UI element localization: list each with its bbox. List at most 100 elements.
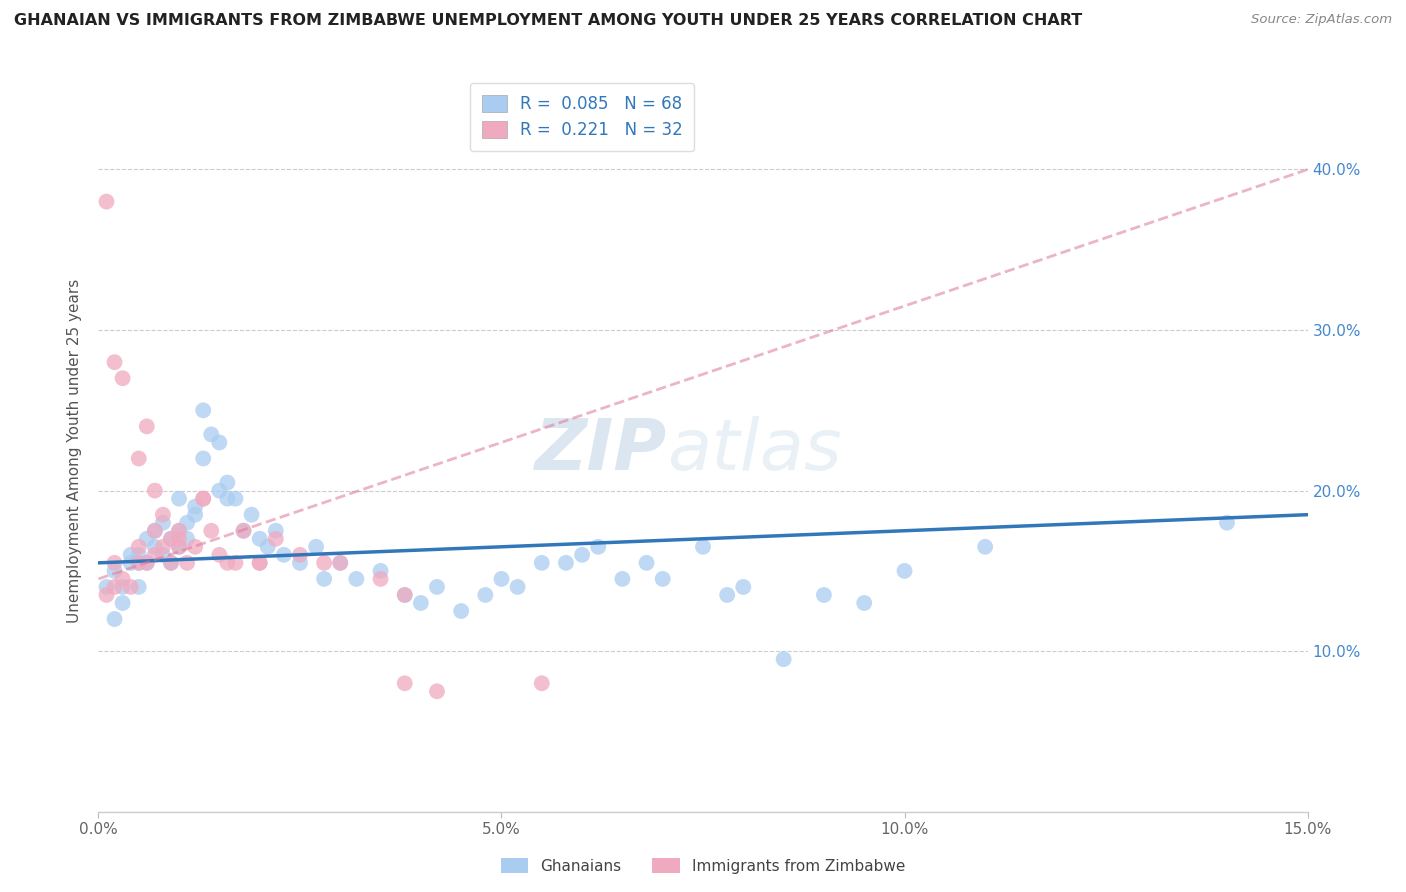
Point — [167, 524, 190, 538]
Point — [716, 588, 738, 602]
Point — [314, 556, 336, 570]
Point — [103, 355, 125, 369]
Point — [128, 548, 150, 562]
Point — [167, 491, 190, 506]
Point — [193, 403, 215, 417]
Point — [288, 548, 311, 562]
Point — [974, 540, 997, 554]
Point — [491, 572, 513, 586]
Point — [120, 548, 142, 562]
Point — [103, 564, 125, 578]
Point — [772, 652, 794, 666]
Point — [111, 596, 134, 610]
Point — [394, 588, 416, 602]
Point — [651, 572, 673, 586]
Point — [167, 524, 190, 538]
Point — [135, 532, 157, 546]
Point — [160, 556, 183, 570]
Point — [370, 564, 392, 578]
Point — [143, 524, 166, 538]
Point — [160, 532, 183, 546]
Point — [184, 500, 207, 514]
Point — [135, 556, 157, 570]
Point — [103, 556, 125, 570]
Point — [530, 676, 553, 690]
Point — [344, 572, 367, 586]
Point — [111, 371, 134, 385]
Point — [249, 556, 271, 570]
Point — [273, 548, 295, 562]
Point — [240, 508, 263, 522]
Point — [571, 548, 593, 562]
Point — [111, 572, 134, 586]
Point — [217, 475, 239, 490]
Point — [217, 491, 239, 506]
Point — [314, 572, 336, 586]
Point — [329, 556, 352, 570]
Point — [636, 556, 658, 570]
Point — [143, 483, 166, 498]
Point — [193, 491, 215, 506]
Point — [208, 548, 231, 562]
Point — [893, 564, 915, 578]
Point — [193, 491, 215, 506]
Point — [249, 532, 271, 546]
Point — [176, 532, 198, 546]
Point — [152, 516, 174, 530]
Point — [128, 580, 150, 594]
Point — [586, 540, 609, 554]
Point — [176, 556, 198, 570]
Text: Source: ZipAtlas.com: Source: ZipAtlas.com — [1251, 13, 1392, 27]
Text: GHANAIAN VS IMMIGRANTS FROM ZIMBABWE UNEMPLOYMENT AMONG YOUTH UNDER 25 YEARS COR: GHANAIAN VS IMMIGRANTS FROM ZIMBABWE UNE… — [14, 13, 1083, 29]
Point — [329, 556, 352, 570]
Point — [692, 540, 714, 554]
Point — [305, 540, 328, 554]
Point — [167, 540, 190, 554]
Point — [264, 524, 287, 538]
Point — [200, 524, 222, 538]
Point — [208, 435, 231, 450]
Point — [555, 556, 578, 570]
Point — [208, 483, 231, 498]
Legend: R =  0.085   N = 68, R =  0.221   N = 32: R = 0.085 N = 68, R = 0.221 N = 32 — [470, 83, 695, 151]
Text: ZIP: ZIP — [534, 416, 666, 485]
Point — [120, 556, 142, 570]
Point — [409, 596, 432, 610]
Point — [224, 556, 246, 570]
Point — [200, 427, 222, 442]
Point — [426, 580, 449, 594]
Point — [96, 588, 118, 602]
Point — [111, 580, 134, 594]
Point — [160, 532, 183, 546]
Point — [152, 548, 174, 562]
Point — [152, 540, 174, 554]
Point — [167, 540, 190, 554]
Point — [450, 604, 472, 618]
Point — [120, 580, 142, 594]
Point — [128, 556, 150, 570]
Point — [152, 508, 174, 522]
Point — [176, 516, 198, 530]
Point — [370, 572, 392, 586]
Point — [733, 580, 755, 594]
Point — [232, 524, 254, 538]
Point — [96, 194, 118, 209]
Point — [103, 612, 125, 626]
Point — [143, 524, 166, 538]
Point — [530, 556, 553, 570]
Point — [167, 532, 190, 546]
Point — [288, 556, 311, 570]
Point — [96, 580, 118, 594]
Point — [135, 419, 157, 434]
Point — [474, 588, 496, 602]
Point — [103, 580, 125, 594]
Text: atlas: atlas — [666, 416, 841, 485]
Point — [249, 556, 271, 570]
Point — [184, 508, 207, 522]
Legend: Ghanaians, Immigrants from Zimbabwe: Ghanaians, Immigrants from Zimbabwe — [495, 852, 911, 880]
Point — [813, 588, 835, 602]
Point — [264, 532, 287, 546]
Point — [224, 491, 246, 506]
Point — [853, 596, 876, 610]
Point — [184, 540, 207, 554]
